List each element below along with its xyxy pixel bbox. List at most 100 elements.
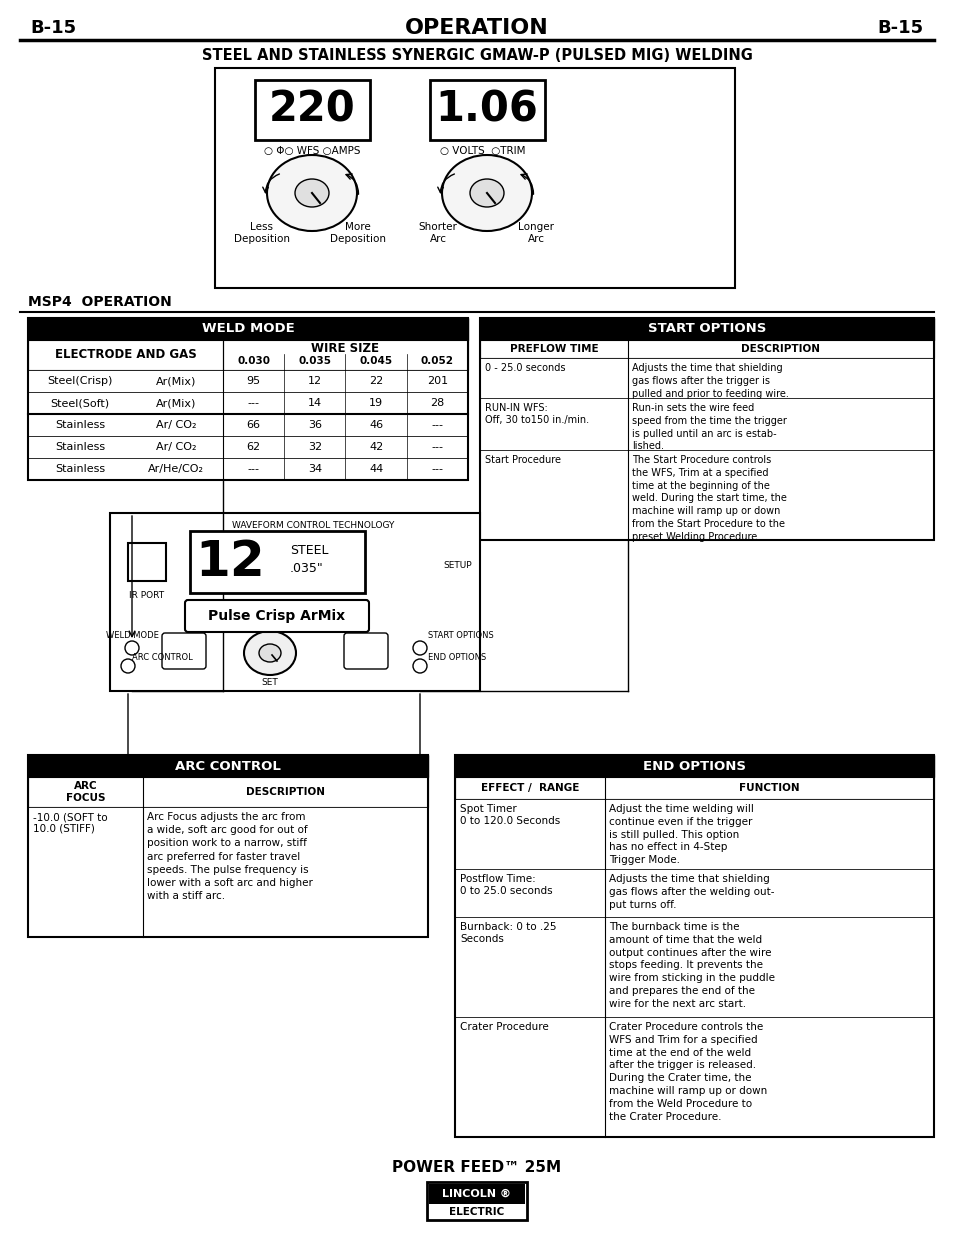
Ellipse shape bbox=[258, 643, 281, 662]
Text: ELECTRIC: ELECTRIC bbox=[449, 1207, 504, 1216]
Bar bbox=[479, 317, 933, 340]
Text: Steel(Crisp): Steel(Crisp) bbox=[48, 375, 112, 387]
Text: 36: 36 bbox=[308, 420, 321, 430]
Text: ARC CONTROL: ARC CONTROL bbox=[175, 760, 280, 773]
FancyBboxPatch shape bbox=[162, 634, 206, 669]
Text: STEEL: STEEL bbox=[290, 545, 328, 557]
Bar bbox=[430, 80, 544, 140]
Ellipse shape bbox=[244, 631, 295, 676]
Text: 44: 44 bbox=[369, 464, 383, 474]
Bar bbox=[28, 317, 468, 340]
Text: 14: 14 bbox=[308, 398, 321, 408]
Bar bbox=[28, 340, 468, 370]
Text: Crater Procedure controls the
WFS and Trim for a specified
time at the end of th: Crater Procedure controls the WFS and Tr… bbox=[608, 1023, 766, 1121]
Bar bbox=[28, 391, 468, 414]
Text: EFFECT /  RANGE: EFFECT / RANGE bbox=[480, 783, 578, 793]
Text: Spot Timer
0 to 120.0 Seconds: Spot Timer 0 to 120.0 Seconds bbox=[459, 804, 559, 826]
Bar bbox=[28, 317, 468, 480]
Bar bbox=[214, 68, 734, 288]
Text: Ar/He/CO₂: Ar/He/CO₂ bbox=[148, 464, 204, 474]
Bar bbox=[28, 806, 428, 937]
Text: Pulse Crisp ArMix: Pulse Crisp ArMix bbox=[208, 609, 345, 622]
Circle shape bbox=[413, 641, 427, 655]
Text: More
Deposition: More Deposition bbox=[330, 222, 386, 243]
Bar bbox=[455, 869, 933, 918]
Text: Adjusts the time that shielding
gas flows after the trigger is
pulled and prior : Adjusts the time that shielding gas flow… bbox=[631, 363, 788, 399]
Circle shape bbox=[413, 659, 427, 673]
Circle shape bbox=[121, 659, 135, 673]
Text: RUN-IN WFS:
Off, 30 to150 in./min.: RUN-IN WFS: Off, 30 to150 in./min. bbox=[484, 403, 589, 425]
Bar bbox=[28, 370, 468, 391]
Text: Ar/ CO₂: Ar/ CO₂ bbox=[155, 420, 196, 430]
Text: Stainless: Stainless bbox=[55, 464, 105, 474]
Text: Longer
Arc: Longer Arc bbox=[517, 222, 554, 243]
Bar bbox=[28, 777, 428, 806]
Bar bbox=[28, 436, 468, 458]
Ellipse shape bbox=[294, 179, 329, 207]
Text: 0 - 25.0 seconds: 0 - 25.0 seconds bbox=[484, 363, 565, 373]
Text: B-15: B-15 bbox=[30, 19, 76, 37]
Text: 34: 34 bbox=[308, 464, 321, 474]
Text: SETUP: SETUP bbox=[443, 561, 472, 569]
Text: 42: 42 bbox=[369, 442, 383, 452]
Text: Arc Focus adjusts the arc from
a wide, soft arc good for out of
position work to: Arc Focus adjusts the arc from a wide, s… bbox=[147, 811, 313, 902]
Text: WELD MODE: WELD MODE bbox=[201, 322, 294, 336]
Bar bbox=[28, 755, 428, 777]
Text: Ar/ CO₂: Ar/ CO₂ bbox=[155, 442, 196, 452]
Text: 220: 220 bbox=[269, 89, 355, 131]
Text: Adjust the time welding will
continue even if the trigger
is still pulled. This : Adjust the time welding will continue ev… bbox=[608, 804, 753, 866]
Text: SET: SET bbox=[261, 678, 278, 687]
Text: 19: 19 bbox=[369, 398, 383, 408]
Text: 12: 12 bbox=[195, 538, 265, 585]
Bar bbox=[427, 1182, 526, 1220]
Text: 22: 22 bbox=[369, 375, 383, 387]
Text: IR PORT: IR PORT bbox=[130, 592, 164, 600]
Bar bbox=[479, 398, 933, 450]
Bar bbox=[479, 358, 933, 398]
Bar bbox=[455, 918, 933, 1016]
Bar bbox=[190, 531, 365, 593]
Text: Ar(Mix): Ar(Mix) bbox=[155, 398, 196, 408]
Text: LINCOLN ®: LINCOLN ® bbox=[442, 1189, 511, 1199]
Bar bbox=[455, 755, 933, 1137]
Text: MSP4  OPERATION: MSP4 OPERATION bbox=[28, 295, 172, 309]
Bar bbox=[455, 1016, 933, 1137]
Text: Run-in sets the wire feed
speed from the time the trigger
is pulled until an arc: Run-in sets the wire feed speed from the… bbox=[631, 403, 786, 452]
Text: Crater Procedure: Crater Procedure bbox=[459, 1023, 548, 1032]
Text: OPERATION: OPERATION bbox=[405, 19, 548, 38]
Text: 28: 28 bbox=[430, 398, 444, 408]
Text: ---: --- bbox=[248, 464, 259, 474]
Bar bbox=[429, 1184, 524, 1204]
Text: Stainless: Stainless bbox=[55, 442, 105, 452]
Bar bbox=[110, 513, 479, 692]
Text: ○ VOLTS  ○TRIM: ○ VOLTS ○TRIM bbox=[439, 146, 525, 156]
Text: ARC CONTROL: ARC CONTROL bbox=[132, 653, 193, 662]
Text: ---: --- bbox=[431, 420, 443, 430]
Ellipse shape bbox=[470, 179, 503, 207]
Bar bbox=[254, 80, 370, 140]
Text: 95: 95 bbox=[246, 375, 260, 387]
Text: 0.045: 0.045 bbox=[359, 356, 393, 366]
Text: 0.035: 0.035 bbox=[298, 356, 331, 366]
Bar bbox=[479, 340, 933, 358]
Text: POWER FEED™ 25M: POWER FEED™ 25M bbox=[392, 1161, 561, 1176]
Text: FUNCTION: FUNCTION bbox=[739, 783, 799, 793]
Text: Adjusts the time that shielding
gas flows after the welding out-
put turns off.: Adjusts the time that shielding gas flow… bbox=[608, 874, 774, 910]
Text: 0.052: 0.052 bbox=[420, 356, 454, 366]
Text: DESCRIPTION: DESCRIPTION bbox=[740, 345, 820, 354]
Text: 66: 66 bbox=[247, 420, 260, 430]
Text: Shorter
Arc: Shorter Arc bbox=[418, 222, 456, 243]
Text: ARC
FOCUS: ARC FOCUS bbox=[66, 782, 105, 803]
Text: STEEL AND STAINLESS SYNERGIC GMAW-P (PULSED MIG) WELDING: STEEL AND STAINLESS SYNERGIC GMAW-P (PUL… bbox=[201, 48, 752, 63]
Bar bbox=[479, 450, 933, 540]
Text: Steel(Soft): Steel(Soft) bbox=[51, 398, 110, 408]
Ellipse shape bbox=[267, 156, 356, 231]
Text: DESCRIPTION: DESCRIPTION bbox=[246, 787, 325, 797]
FancyBboxPatch shape bbox=[185, 600, 369, 632]
Text: END OPTIONS: END OPTIONS bbox=[642, 760, 745, 773]
FancyBboxPatch shape bbox=[344, 634, 388, 669]
Text: END OPTIONS: END OPTIONS bbox=[428, 653, 486, 662]
Text: WELD MODE: WELD MODE bbox=[106, 631, 158, 641]
Bar bbox=[455, 777, 933, 799]
Text: 12: 12 bbox=[308, 375, 321, 387]
